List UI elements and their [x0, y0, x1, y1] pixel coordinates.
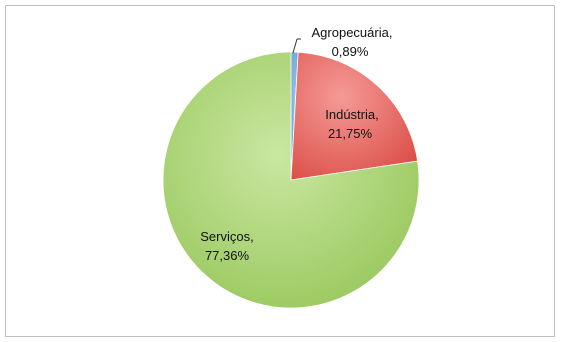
label-industria-value: 21,75% — [328, 126, 373, 141]
label-servicos-name: Serviços, — [200, 229, 253, 244]
label-agropecuaria-value: 0,89% — [332, 44, 369, 59]
slice-industria — [290, 51, 419, 181]
label-industria-name: Indústria, — [325, 107, 378, 122]
label-agropecuaria-name: Agropecuária, — [312, 25, 393, 40]
label-servicos-value: 77,36% — [205, 248, 250, 263]
agropecuaria-leader-line — [292, 38, 298, 54]
slice-servicos — [162, 51, 420, 309]
